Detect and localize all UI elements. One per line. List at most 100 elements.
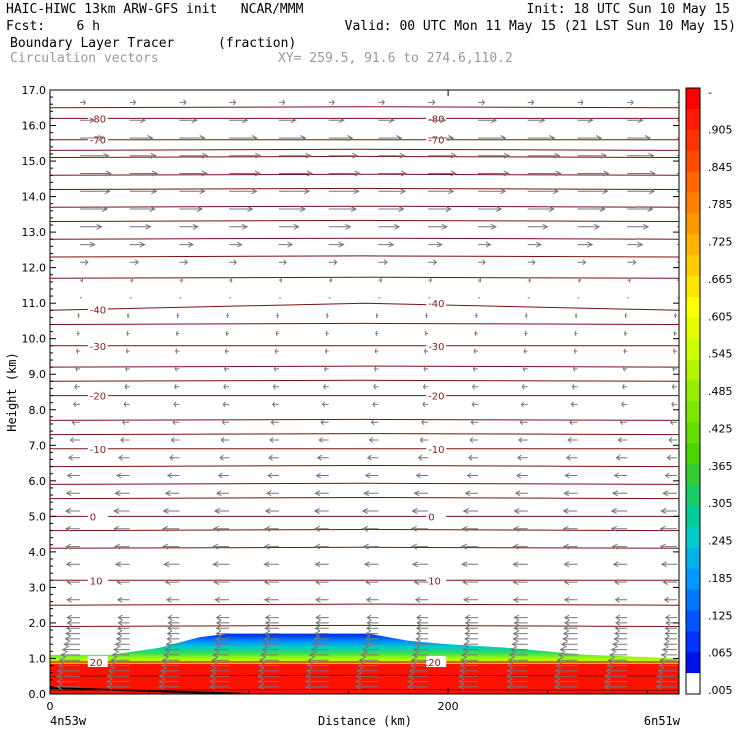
y-tick-label: 5.0 [29, 510, 47, 523]
colorbar-label: .845 [708, 161, 733, 174]
circulation-vector [563, 614, 578, 621]
colorbar-swatch [686, 150, 700, 173]
circulation-vector [173, 401, 180, 408]
circulation-vector [76, 330, 80, 337]
colorbar-swatch [686, 673, 700, 695]
circulation-vector [415, 472, 429, 479]
temperature-contour [50, 688, 679, 691]
circulation-vector [215, 625, 230, 632]
circulation-vector [668, 437, 677, 443]
circulation-vector [179, 99, 187, 106]
y-axis: 0.0 1.0 2.0 3.0 4.0 5.0 6.0 7.0 8.0 9.0 10.0 11.0 12… [22, 84, 679, 701]
circulation-vector [278, 170, 314, 177]
circulation-vector [468, 454, 478, 461]
circulation-vector [660, 561, 677, 568]
circulation-vector [574, 330, 578, 337]
circulation-vector [221, 419, 230, 426]
circulation-vector [673, 330, 677, 337]
circulation-vector [373, 383, 379, 390]
circulation-vector [263, 630, 279, 637]
circulation-vector [166, 630, 180, 637]
contour-label: -10 [428, 445, 444, 456]
colorbar-swatch [686, 276, 700, 298]
circulation-vector [577, 170, 610, 177]
circulation-vector [315, 614, 329, 621]
circulation-vector [118, 454, 130, 461]
circulation-vector [506, 678, 528, 685]
circulation-vector [409, 662, 429, 669]
circulation-vector [672, 366, 677, 372]
circulation-vector [314, 490, 329, 497]
circulation-vector [115, 472, 130, 479]
circulation-vector [577, 152, 608, 159]
circulation-vector [511, 641, 528, 648]
circulation-vector [463, 635, 478, 642]
colorbar-label: .725 [708, 236, 733, 249]
circulation-vector [411, 508, 429, 514]
circulation-vector [79, 206, 109, 212]
circulation-vector [527, 259, 536, 266]
circulation-vector [129, 259, 139, 266]
circulation-vector [161, 657, 180, 664]
colorbar-label: - [708, 86, 712, 99]
circulation-vector [517, 454, 528, 461]
circulation-vector [563, 625, 578, 632]
circulation-vector [655, 673, 677, 680]
circulation-vector [378, 223, 401, 230]
circulation-vector [175, 348, 180, 354]
colorbar-swatch [686, 631, 700, 653]
circulation-vector [114, 490, 130, 497]
circulation-vector [59, 651, 80, 658]
circulation-vector [357, 662, 379, 669]
temperature-contour [50, 187, 679, 190]
circulation-vector [125, 366, 130, 372]
circulation-vector [105, 678, 130, 685]
circulation-vector [116, 630, 130, 637]
circulation-vector [664, 625, 677, 632]
circulation-vector [416, 619, 429, 626]
circulation-vector [666, 454, 677, 461]
circulation-vector [472, 366, 478, 372]
circulation-vector [229, 99, 237, 106]
circulation-vector [615, 614, 628, 621]
circulation-vector [522, 366, 528, 372]
circulation-vector [611, 641, 628, 648]
circulation-vector [116, 596, 130, 603]
circulation-vector [354, 678, 379, 685]
circulation-vector [565, 454, 578, 461]
circulation-vector [263, 525, 279, 532]
circulation-vector [512, 561, 528, 568]
circulation-vector [263, 543, 279, 550]
circulation-vector [129, 188, 158, 195]
circulation-vector [627, 135, 652, 141]
circulation-vector [229, 170, 262, 177]
circulation-vector [370, 419, 379, 426]
circulation-vector [410, 657, 429, 664]
circulation-vector [663, 596, 677, 603]
circulation-vector [657, 667, 677, 674]
circulation-vector [79, 259, 89, 266]
temperature-contour [50, 276, 679, 279]
y-tick-label: 14.0 [22, 191, 47, 204]
circulation-vector [527, 223, 549, 230]
contour-label: 20 [90, 658, 103, 669]
circulation-vector [211, 657, 230, 664]
circulation-vector [56, 667, 80, 674]
circulation-vector [677, 261, 679, 263]
circulation-vector [64, 635, 80, 642]
contour-label: -30 [428, 342, 444, 353]
circulation-vector [216, 490, 230, 497]
circulation-vector [478, 206, 503, 212]
colorbar-swatch [686, 213, 700, 235]
circulation-vector [614, 630, 628, 637]
circulation-vector [461, 525, 478, 532]
circulation-vector [328, 135, 354, 141]
contour-label: -10 [90, 445, 106, 456]
circulation-vector [527, 117, 546, 124]
contour-label-bg [87, 303, 108, 315]
y-tick-label: 4.0 [29, 546, 47, 559]
circulation-vector [321, 401, 329, 408]
circulation-vector [428, 277, 432, 283]
circulation-vector [278, 206, 307, 212]
circulation-vector [64, 508, 80, 514]
